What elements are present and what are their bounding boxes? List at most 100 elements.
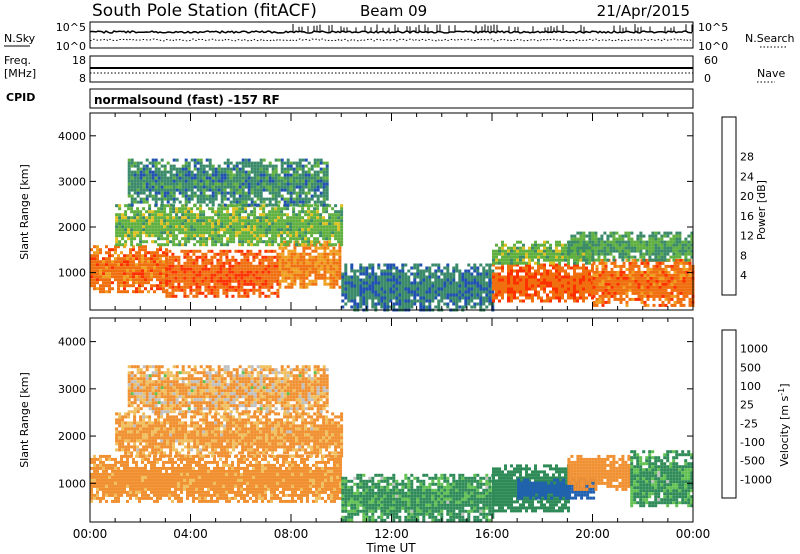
heatmap-cell bbox=[256, 194, 260, 198]
heatmap-cell bbox=[127, 167, 131, 171]
heatmap-cell bbox=[389, 272, 393, 276]
heatmap-cell bbox=[184, 231, 188, 235]
heatmap-cell bbox=[264, 279, 268, 283]
heatmap-cell bbox=[258, 258, 262, 262]
heatmap-cell bbox=[660, 234, 664, 238]
heatmap-cell bbox=[479, 293, 483, 297]
heatmap-cell bbox=[340, 225, 344, 229]
heatmap-cell bbox=[331, 231, 335, 235]
heatmap-cell bbox=[531, 266, 534, 270]
heatmap-cell bbox=[479, 290, 483, 294]
heatmap-cell bbox=[120, 269, 123, 273]
heatmap-cell bbox=[243, 252, 247, 256]
heatmap-cell bbox=[199, 170, 203, 174]
heatmap-cell bbox=[226, 182, 230, 186]
heatmap-cell bbox=[425, 284, 429, 288]
heatmap-cell bbox=[295, 237, 299, 241]
heatmap-cell bbox=[320, 276, 324, 280]
heatmap-cell bbox=[201, 264, 205, 268]
heatmap-cell bbox=[612, 246, 616, 250]
heatmap-cell bbox=[154, 200, 158, 204]
heatmap-cell bbox=[287, 252, 291, 256]
heatmap-cell bbox=[395, 272, 399, 276]
heatmap-cell bbox=[398, 296, 402, 300]
heatmap-cell bbox=[253, 194, 257, 198]
heatmap-cell bbox=[268, 240, 272, 244]
heatmap-cell bbox=[108, 278, 111, 282]
heatmap-cell bbox=[211, 228, 215, 232]
heatmap-cell bbox=[301, 228, 305, 232]
heatmap-cell bbox=[258, 270, 262, 274]
heatmap-cell bbox=[410, 293, 414, 297]
heatmap-cell bbox=[205, 203, 209, 207]
heatmap-cell bbox=[270, 261, 274, 265]
heatmap-cell bbox=[268, 173, 272, 177]
heatmap-cell bbox=[274, 216, 278, 220]
heatmap-cell bbox=[157, 185, 161, 189]
heatmap-cell bbox=[229, 176, 233, 180]
heatmap-cell bbox=[250, 228, 254, 232]
heatmap-cell bbox=[649, 267, 653, 271]
heatmap-cell bbox=[96, 251, 99, 255]
heatmap-cell bbox=[205, 164, 209, 168]
heatmap-cell bbox=[184, 207, 188, 211]
heatmap-cell bbox=[241, 234, 245, 238]
y-tick-label: 4000 bbox=[58, 130, 86, 143]
heatmap-cell bbox=[359, 278, 363, 282]
heatmap-cell bbox=[302, 258, 306, 262]
heatmap-cell bbox=[217, 164, 221, 168]
heatmap-cell bbox=[588, 231, 592, 235]
heatmap-cell bbox=[253, 200, 257, 204]
heatmap-cell bbox=[612, 249, 616, 253]
heatmap-cell bbox=[265, 170, 269, 174]
heatmap-cell bbox=[633, 249, 637, 253]
heatmap-cell bbox=[187, 188, 191, 192]
heatmap-cell bbox=[325, 219, 329, 223]
heatmap-cell bbox=[127, 173, 131, 177]
heatmap-cell bbox=[226, 243, 230, 247]
heatmap-cell bbox=[567, 287, 570, 291]
heatmap-cell bbox=[196, 222, 200, 226]
heatmap-cell bbox=[525, 269, 528, 273]
heatmap-cell bbox=[123, 260, 126, 264]
heatmap-cell bbox=[485, 290, 489, 294]
heatmap-cell bbox=[609, 234, 613, 238]
heatmap-cell bbox=[302, 282, 306, 286]
heatmap-cell bbox=[673, 285, 677, 289]
heatmap-cell bbox=[262, 210, 266, 214]
heatmap-cell bbox=[123, 257, 126, 261]
heatmap-cell bbox=[522, 284, 525, 288]
heatmap-cell bbox=[267, 264, 271, 268]
heatmap-cell bbox=[687, 249, 691, 253]
heatmap-cell bbox=[271, 243, 275, 247]
heatmap-cell bbox=[516, 255, 519, 259]
heatmap-cell bbox=[154, 158, 158, 162]
heatmap-cell bbox=[320, 264, 324, 268]
heatmap-cell bbox=[247, 237, 251, 241]
heatmap-cell bbox=[271, 234, 275, 238]
heatmap-cell bbox=[157, 243, 161, 247]
heatmap-cell bbox=[267, 258, 271, 262]
heatmap-cell bbox=[663, 255, 667, 259]
heatmap-cell bbox=[301, 176, 305, 180]
heatmap-cell bbox=[199, 204, 203, 208]
heatmap-cell bbox=[322, 179, 326, 183]
heatmap-cell bbox=[225, 249, 229, 253]
heatmap-cell bbox=[172, 182, 176, 186]
heatmap-cell bbox=[202, 185, 206, 189]
heatmap-cell bbox=[428, 278, 432, 282]
heatmap-cell bbox=[205, 182, 209, 186]
heatmap-cell bbox=[195, 276, 199, 280]
heatmap-cell bbox=[473, 275, 477, 279]
heatmap-cell bbox=[310, 219, 314, 223]
heatmap-cell bbox=[431, 296, 435, 300]
heatmap-cell bbox=[561, 284, 564, 288]
heatmap-cell bbox=[570, 278, 573, 282]
heatmap-cell bbox=[595, 276, 599, 280]
heatmap-cell bbox=[380, 290, 384, 294]
heatmap-cell bbox=[335, 273, 339, 277]
heatmap-cell bbox=[519, 252, 522, 256]
heatmap-cell bbox=[625, 300, 629, 304]
heatmap-cell bbox=[151, 225, 155, 229]
heatmap-cell bbox=[425, 305, 429, 309]
